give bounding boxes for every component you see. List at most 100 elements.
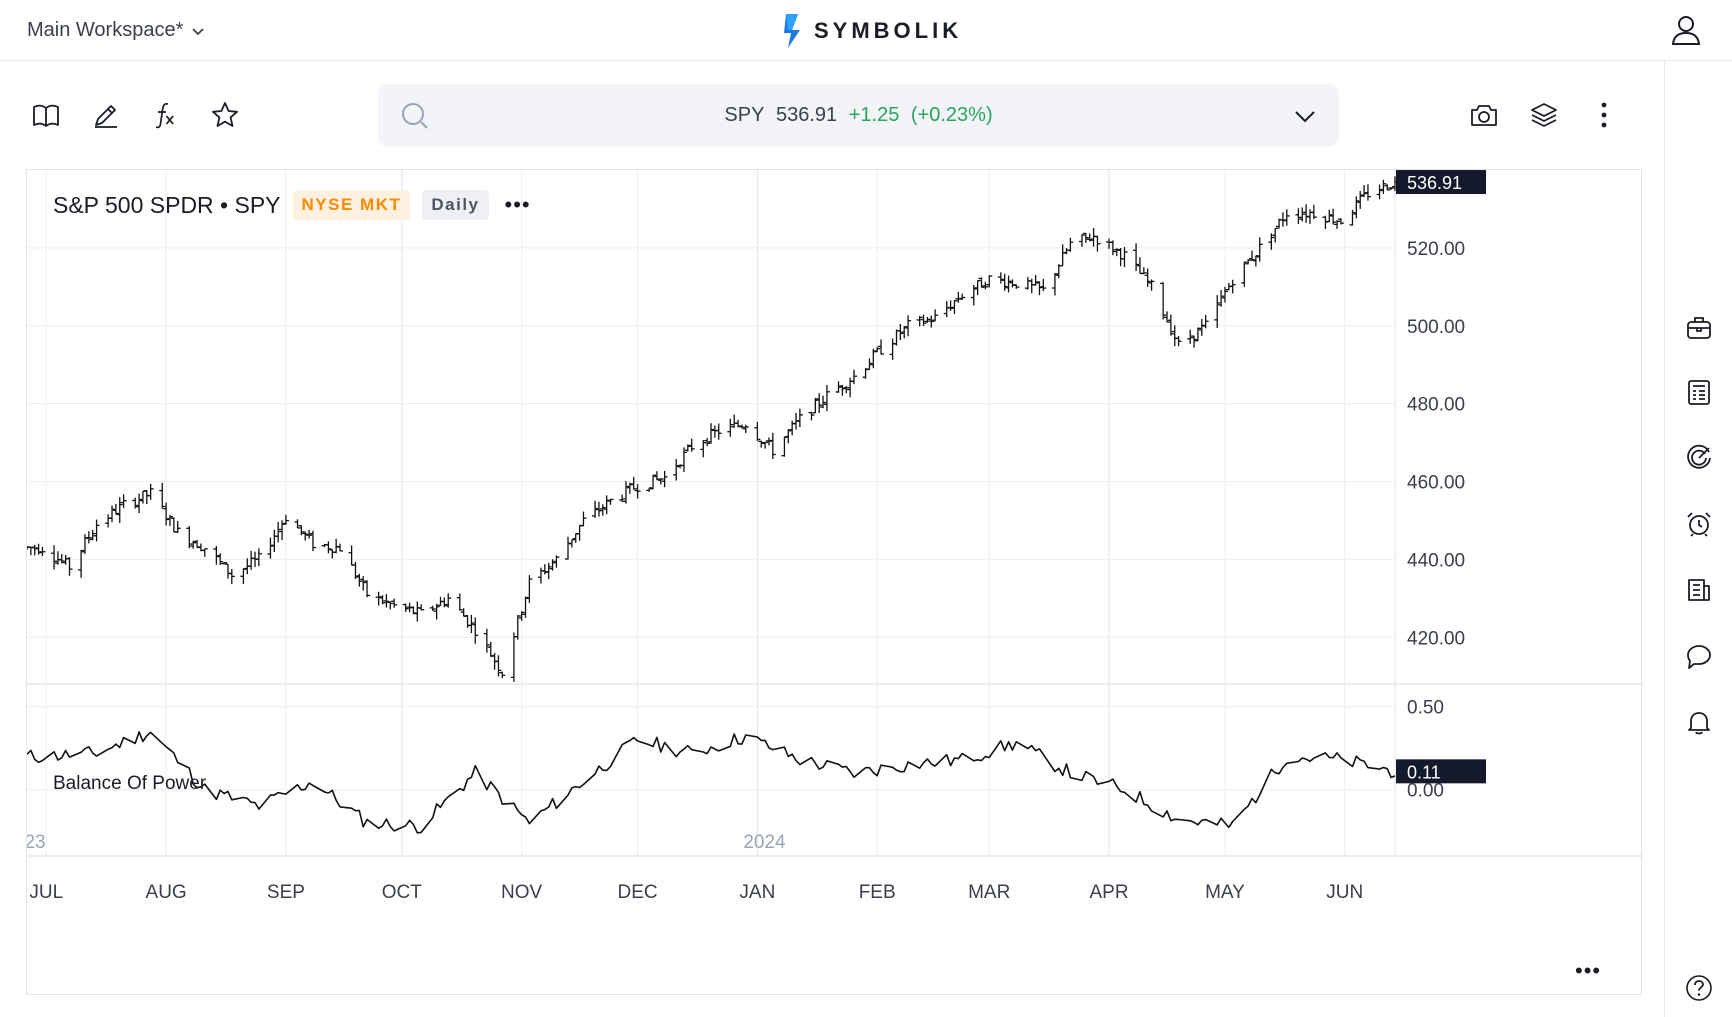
ohlc-bar	[870, 348, 877, 369]
price-tick-label: 520.00	[1407, 239, 1465, 260]
ohlc-bar	[221, 562, 228, 565]
ohlc-bar	[1133, 243, 1140, 272]
chevron-down-icon[interactable]	[1293, 104, 1317, 128]
more-options-button[interactable]	[1589, 100, 1619, 130]
ohlc-bar	[433, 603, 440, 620]
camera-icon	[1471, 105, 1497, 126]
chart-panel: JUL AUG SEP OCT NOV DEC JAN FEB MAR APR MAY JUN 520.…	[26, 169, 1643, 996]
ohlc-bar	[1191, 335, 1198, 348]
ohlc-bar	[495, 655, 502, 677]
star-icon	[212, 102, 238, 127]
layers-button[interactable]	[1529, 100, 1559, 130]
ohlc-bar	[1144, 268, 1151, 287]
help-button[interactable]	[1685, 974, 1713, 1002]
ohlc-bar	[905, 315, 912, 337]
balance-of-power-plot	[27, 731, 1396, 834]
ohlc-bar	[607, 498, 614, 505]
notifications-button[interactable]	[1685, 708, 1713, 736]
exchange-badge: NYSE MKT	[292, 190, 411, 220]
ohlc-bar	[1376, 184, 1383, 200]
axis-more-button[interactable]: •••	[1575, 958, 1602, 983]
ohlc-bar	[224, 563, 231, 579]
month-label: FEB	[859, 882, 896, 903]
ohlc-bar	[136, 493, 143, 514]
watchlist-button[interactable]	[210, 100, 240, 130]
ohlc-bar	[541, 564, 548, 575]
ohlc-bar	[630, 476, 637, 490]
ohlc-bar	[1349, 209, 1356, 226]
snapshot-button[interactable]	[1469, 100, 1499, 130]
ohlc-bar	[294, 519, 301, 529]
ohlc-bar	[1198, 318, 1205, 336]
vertical-dots-icon	[1601, 102, 1607, 128]
last-price-tag: 536.91	[1396, 170, 1486, 195]
symbol-search-bar[interactable]: SPY 536.91 +1.25 (+0.23%)	[378, 84, 1339, 147]
ohlc-bar	[889, 338, 896, 360]
month-label: MAR	[968, 882, 1010, 903]
ohlc-bar	[518, 611, 525, 621]
ohlc-bar	[120, 494, 127, 509]
news-button[interactable]	[1685, 576, 1713, 604]
price-tick-label: 420.00	[1407, 628, 1465, 649]
ohlc-bar	[1326, 209, 1333, 223]
user-icon	[1671, 16, 1701, 45]
ohlc-bar	[928, 315, 935, 328]
ohlc-bar	[163, 502, 170, 526]
ohlc-bar	[568, 539, 575, 548]
ohlc-bar	[1202, 314, 1209, 329]
ohlc-bar	[109, 505, 116, 523]
interval-badge[interactable]: Daily	[422, 190, 489, 220]
ohlc-bar	[472, 617, 479, 644]
month-label: OCT	[382, 882, 423, 903]
chart-more-button[interactable]: •••	[504, 192, 531, 217]
ohlc-bar	[1171, 325, 1178, 347]
ohlc-bar	[337, 543, 344, 552]
price-tick-label: 500.00	[1407, 317, 1465, 338]
portfolio-button[interactable]	[1685, 314, 1713, 342]
last-price-tag-bg	[1396, 170, 1486, 195]
ohlc-bar	[1334, 220, 1341, 229]
ohlc-bar	[66, 557, 73, 576]
ohlc-bar	[147, 483, 154, 500]
scanner-button[interactable]	[1685, 444, 1713, 472]
ohlc-bar	[1040, 278, 1047, 292]
pencil-icon	[95, 105, 117, 128]
ohlc-bar	[302, 531, 309, 541]
ohlc-bar	[785, 429, 792, 444]
ohlc-bar	[1117, 248, 1124, 267]
calculator-button[interactable]	[1685, 378, 1713, 406]
workspace-selector[interactable]: Main Workspace*	[27, 19, 205, 42]
chat-icon	[1687, 645, 1711, 669]
search-icon	[402, 103, 428, 129]
ohlc-bar	[901, 326, 908, 339]
ohlc-bar	[383, 594, 390, 608]
studies-button[interactable]	[151, 100, 181, 130]
ohlc-bar	[820, 395, 827, 409]
ohlc-bar	[306, 529, 313, 539]
user-profile-button[interactable]	[1670, 14, 1702, 46]
ohlc-bar	[1078, 234, 1085, 247]
month-label: JUN	[1326, 882, 1363, 903]
ohlc-bar	[105, 514, 112, 528]
book-button[interactable]	[31, 100, 61, 130]
ohlc-bar	[1013, 284, 1020, 289]
quote-change: +1.25	[848, 104, 900, 126]
draw-button[interactable]	[91, 100, 121, 130]
ohlc-bar	[866, 358, 873, 371]
symbolik-logo-icon	[784, 14, 800, 48]
ohlc-bar	[1121, 247, 1128, 267]
last-indicator-tag-bg	[1396, 759, 1486, 784]
ohlc-bar	[1113, 248, 1120, 257]
chart-axes: JUL AUG SEP OCT NOV DEC JAN FEB MAR APR MAY JUN 520.…	[27, 170, 1486, 903]
ohlc-bar	[1167, 314, 1174, 336]
ohlc-bar	[599, 504, 606, 516]
price-chart[interactable]: JUL AUG SEP OCT NOV DEC JAN FEB MAR APR MAY JUN 520.…	[27, 170, 1643, 996]
alerts-clock-button[interactable]	[1685, 510, 1713, 538]
chat-button[interactable]	[1685, 642, 1713, 670]
ohlc-bar	[823, 384, 830, 412]
ohlc-bar	[982, 281, 989, 290]
chart-header: S&P 500 SPDR • SPY NYSE MKT Daily •••	[53, 190, 531, 220]
ohlc-bar	[1299, 207, 1306, 222]
ohlc-bar	[572, 533, 579, 543]
ohlc-bar	[271, 529, 278, 552]
